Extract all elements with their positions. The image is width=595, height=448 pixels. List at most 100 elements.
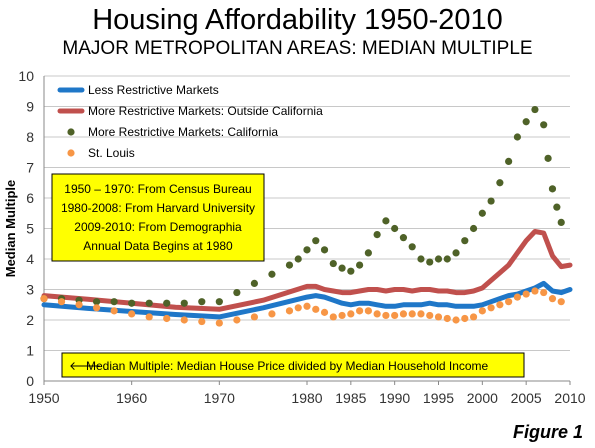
data-point — [163, 314, 171, 323]
data-point — [268, 270, 276, 278]
data-point — [373, 310, 381, 318]
data-point — [312, 237, 320, 245]
x-tick-label: 2005 — [511, 390, 542, 406]
data-point — [469, 313, 478, 321]
data-point — [548, 185, 557, 193]
note-box: 🡐 Median Multiple: Median House Price di… — [61, 352, 525, 378]
data-point — [452, 249, 460, 257]
data-point — [391, 311, 399, 320]
info-box-line: 2009-2010: From Demographia — [74, 220, 242, 234]
data-point — [544, 154, 552, 162]
x-tick-label: 1995 — [423, 390, 454, 406]
data-point — [57, 298, 66, 306]
data-point — [338, 264, 346, 272]
data-point — [513, 293, 522, 301]
data-point — [145, 299, 153, 307]
data-point — [215, 319, 223, 327]
data-point — [540, 288, 548, 297]
data-point — [110, 298, 118, 306]
chart-subtitle: MAJOR METROPOLITAN AREAS: MEDIAN MULTIPL… — [62, 38, 533, 59]
data-point — [382, 217, 390, 225]
data-point — [408, 243, 416, 251]
data-point — [434, 255, 443, 263]
data-point — [128, 299, 136, 307]
data-point — [180, 316, 188, 324]
y-tick-label: 7 — [26, 160, 34, 176]
data-point — [452, 316, 460, 324]
data-point — [294, 304, 302, 312]
data-point — [347, 310, 355, 318]
y-tick-label: 2 — [26, 312, 34, 328]
data-point — [461, 314, 469, 323]
legend: Less Restrictive Markets More Restrictive… — [57, 83, 323, 160]
legend-label: St. Louis — [88, 146, 135, 160]
data-point — [198, 317, 206, 326]
data-point — [250, 279, 258, 287]
legend-label: Less Restrictive Markets — [88, 83, 219, 97]
data-point — [215, 298, 223, 306]
data-point — [399, 234, 408, 242]
data-point — [505, 157, 513, 165]
data-point — [469, 224, 478, 233]
data-point — [329, 259, 337, 268]
info-box-line: Annual Data Begins at 1980 — [83, 239, 233, 253]
data-point — [553, 203, 561, 211]
data-point — [128, 310, 136, 318]
data-point — [268, 310, 276, 318]
data-point — [250, 313, 258, 321]
data-point — [505, 298, 513, 306]
x-tick-label: 1980 — [291, 390, 322, 406]
data-point — [320, 246, 329, 254]
data-point — [522, 290, 530, 298]
legend-swatch — [67, 149, 75, 157]
data-point — [180, 299, 188, 307]
y-tick-label: 1 — [26, 343, 34, 359]
data-point — [163, 299, 171, 307]
data-point — [329, 313, 337, 321]
data-point — [303, 246, 311, 254]
data-point — [364, 249, 372, 257]
data-point — [356, 261, 364, 269]
x-tick-label: 2010 — [554, 390, 585, 406]
y-tick-label: 5 — [26, 221, 34, 237]
data-point — [294, 255, 302, 263]
data-point — [285, 261, 294, 269]
x-tick-label: 1985 — [335, 390, 366, 406]
y-tick-label: 10 — [18, 68, 34, 84]
data-point — [426, 311, 434, 320]
data-point — [434, 313, 443, 321]
data-point — [417, 255, 425, 263]
data-point — [443, 314, 451, 323]
y-tick-label: 3 — [26, 282, 34, 298]
data-point — [93, 298, 101, 306]
data-point — [320, 308, 329, 316]
data-point — [408, 310, 416, 318]
data-point — [557, 218, 565, 226]
note-text: Median Multiple: Median House Price divi… — [86, 359, 489, 373]
data-point — [233, 316, 241, 324]
data-point — [198, 298, 206, 306]
data-point — [356, 307, 364, 315]
data-point — [496, 301, 504, 309]
data-point — [338, 311, 346, 320]
legend-label: More Restrictive Markets: California — [88, 125, 278, 139]
data-point — [75, 301, 83, 309]
y-tick-label: 6 — [26, 190, 34, 206]
axes: 0 1 2 3 4 5 6 7 8 9 10 1950 1960 1970 1980 1985 1990 1995… — [3, 68, 586, 406]
note-box-background — [61, 352, 525, 378]
series-layer — [40, 105, 573, 327]
y-tick-label: 0 — [26, 373, 34, 389]
info-box-line: 1980-2008: From Harvard University — [61, 201, 255, 215]
data-point — [399, 310, 408, 318]
data-point — [93, 304, 101, 312]
data-point — [461, 237, 469, 245]
chart-title: Housing Affordability 1950-2010 — [92, 4, 503, 36]
x-tick-label: 2000 — [467, 390, 498, 406]
data-point — [364, 307, 372, 315]
info-box-line: 1950 – 1970: From Census Bureau — [64, 182, 251, 196]
data-point — [557, 298, 565, 306]
legend-label: More Restrictive Markets: Outside Califo… — [88, 104, 323, 118]
info-box: 1950 – 1970: From Census Bureau 1980-200… — [51, 173, 265, 262]
x-tick-label: 1970 — [204, 390, 235, 406]
